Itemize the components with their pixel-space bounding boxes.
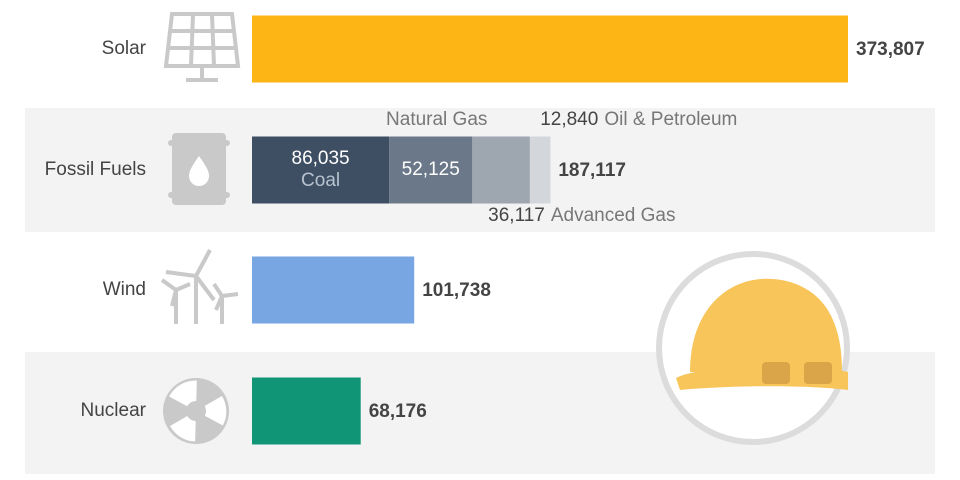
- bar: [252, 256, 415, 324]
- value-label: 68,176: [369, 401, 427, 422]
- nuclear-icon: [163, 378, 229, 444]
- segment-name: Advanced Gas: [551, 205, 676, 226]
- segment-name: Oil & Petroleum: [604, 109, 737, 130]
- segment-value: 36,117: [488, 205, 545, 226]
- barrel-icon: [168, 133, 230, 205]
- bar-segment: [252, 136, 390, 204]
- bar-segment: [389, 136, 473, 204]
- bar-segment: [472, 136, 530, 204]
- solar-icon: [163, 12, 241, 82]
- wind-icon: [160, 249, 239, 324]
- value-label: 373,807: [856, 39, 925, 60]
- segment-value: 86,035: [292, 148, 350, 169]
- segment-value: 12,840: [540, 109, 598, 130]
- category-label: Solar: [102, 38, 147, 59]
- category-label: Nuclear: [81, 400, 147, 421]
- value-label: 187,117: [558, 160, 626, 181]
- value-label: 101,738: [422, 280, 491, 301]
- segment-name: Natural Gas: [386, 109, 487, 130]
- segment-value: 52,125: [402, 159, 460, 180]
- hard-hat: [656, 251, 850, 445]
- bar: [252, 15, 848, 83]
- category-label: Wind: [103, 279, 146, 300]
- bar: [252, 377, 361, 445]
- segment-name: Coal: [301, 170, 340, 191]
- bar-segment: [529, 136, 551, 204]
- category-label: Fossil Fuels: [45, 159, 146, 180]
